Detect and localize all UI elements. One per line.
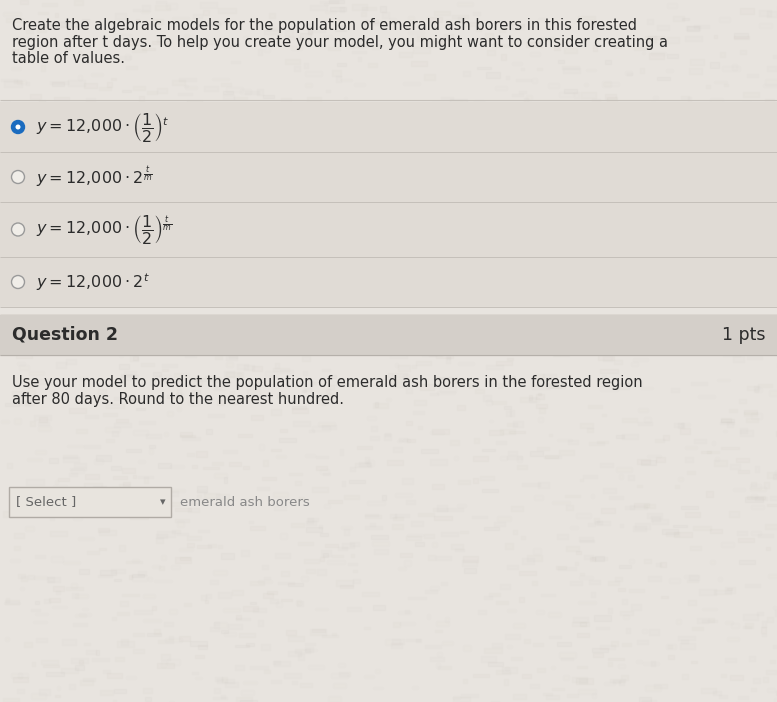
Polygon shape — [0, 202, 777, 257]
FancyBboxPatch shape — [9, 487, 171, 517]
Text: $y = 12{,}000 \cdot \left(\dfrac{1}{2}\right)^{t}$: $y = 12{,}000 \cdot \left(\dfrac{1}{2}\r… — [36, 110, 169, 143]
Text: after 80 days. Round to the nearest hundred.: after 80 days. Round to the nearest hund… — [12, 392, 344, 407]
Text: Use your model to predict the population of emerald ash borers in the forested r: Use your model to predict the population… — [12, 375, 643, 390]
Text: Question 2: Question 2 — [12, 326, 118, 344]
Text: 1 pts: 1 pts — [722, 326, 765, 344]
Circle shape — [12, 121, 25, 133]
Polygon shape — [0, 152, 777, 202]
Circle shape — [16, 124, 20, 129]
Polygon shape — [0, 307, 777, 315]
Text: $y = 12{,}000 \cdot \left(\dfrac{1}{2}\right)^{\frac{t}{m}}$: $y = 12{,}000 \cdot \left(\dfrac{1}{2}\r… — [36, 213, 172, 246]
Text: $y = 12{,}000 \cdot 2^{t}$: $y = 12{,}000 \cdot 2^{t}$ — [36, 271, 150, 293]
Text: Create the algebraic models for the population of emerald ash borers in this for: Create the algebraic models for the popu… — [12, 18, 637, 33]
Polygon shape — [0, 257, 777, 307]
Text: table of values.: table of values. — [12, 51, 125, 66]
Text: emerald ash borers: emerald ash borers — [180, 496, 310, 508]
Polygon shape — [0, 315, 777, 355]
Text: $y = 12{,}000 \cdot 2^{\frac{t}{m}}$: $y = 12{,}000 \cdot 2^{\frac{t}{m}}$ — [36, 164, 153, 190]
Circle shape — [12, 171, 25, 183]
Text: region after t days. To help you create your model, you might want to consider c: region after t days. To help you create … — [12, 34, 668, 50]
Text: ▾: ▾ — [160, 497, 166, 507]
Polygon shape — [0, 102, 777, 152]
Circle shape — [12, 275, 25, 289]
Circle shape — [12, 223, 25, 236]
Text: [ Select ]: [ Select ] — [16, 496, 76, 508]
